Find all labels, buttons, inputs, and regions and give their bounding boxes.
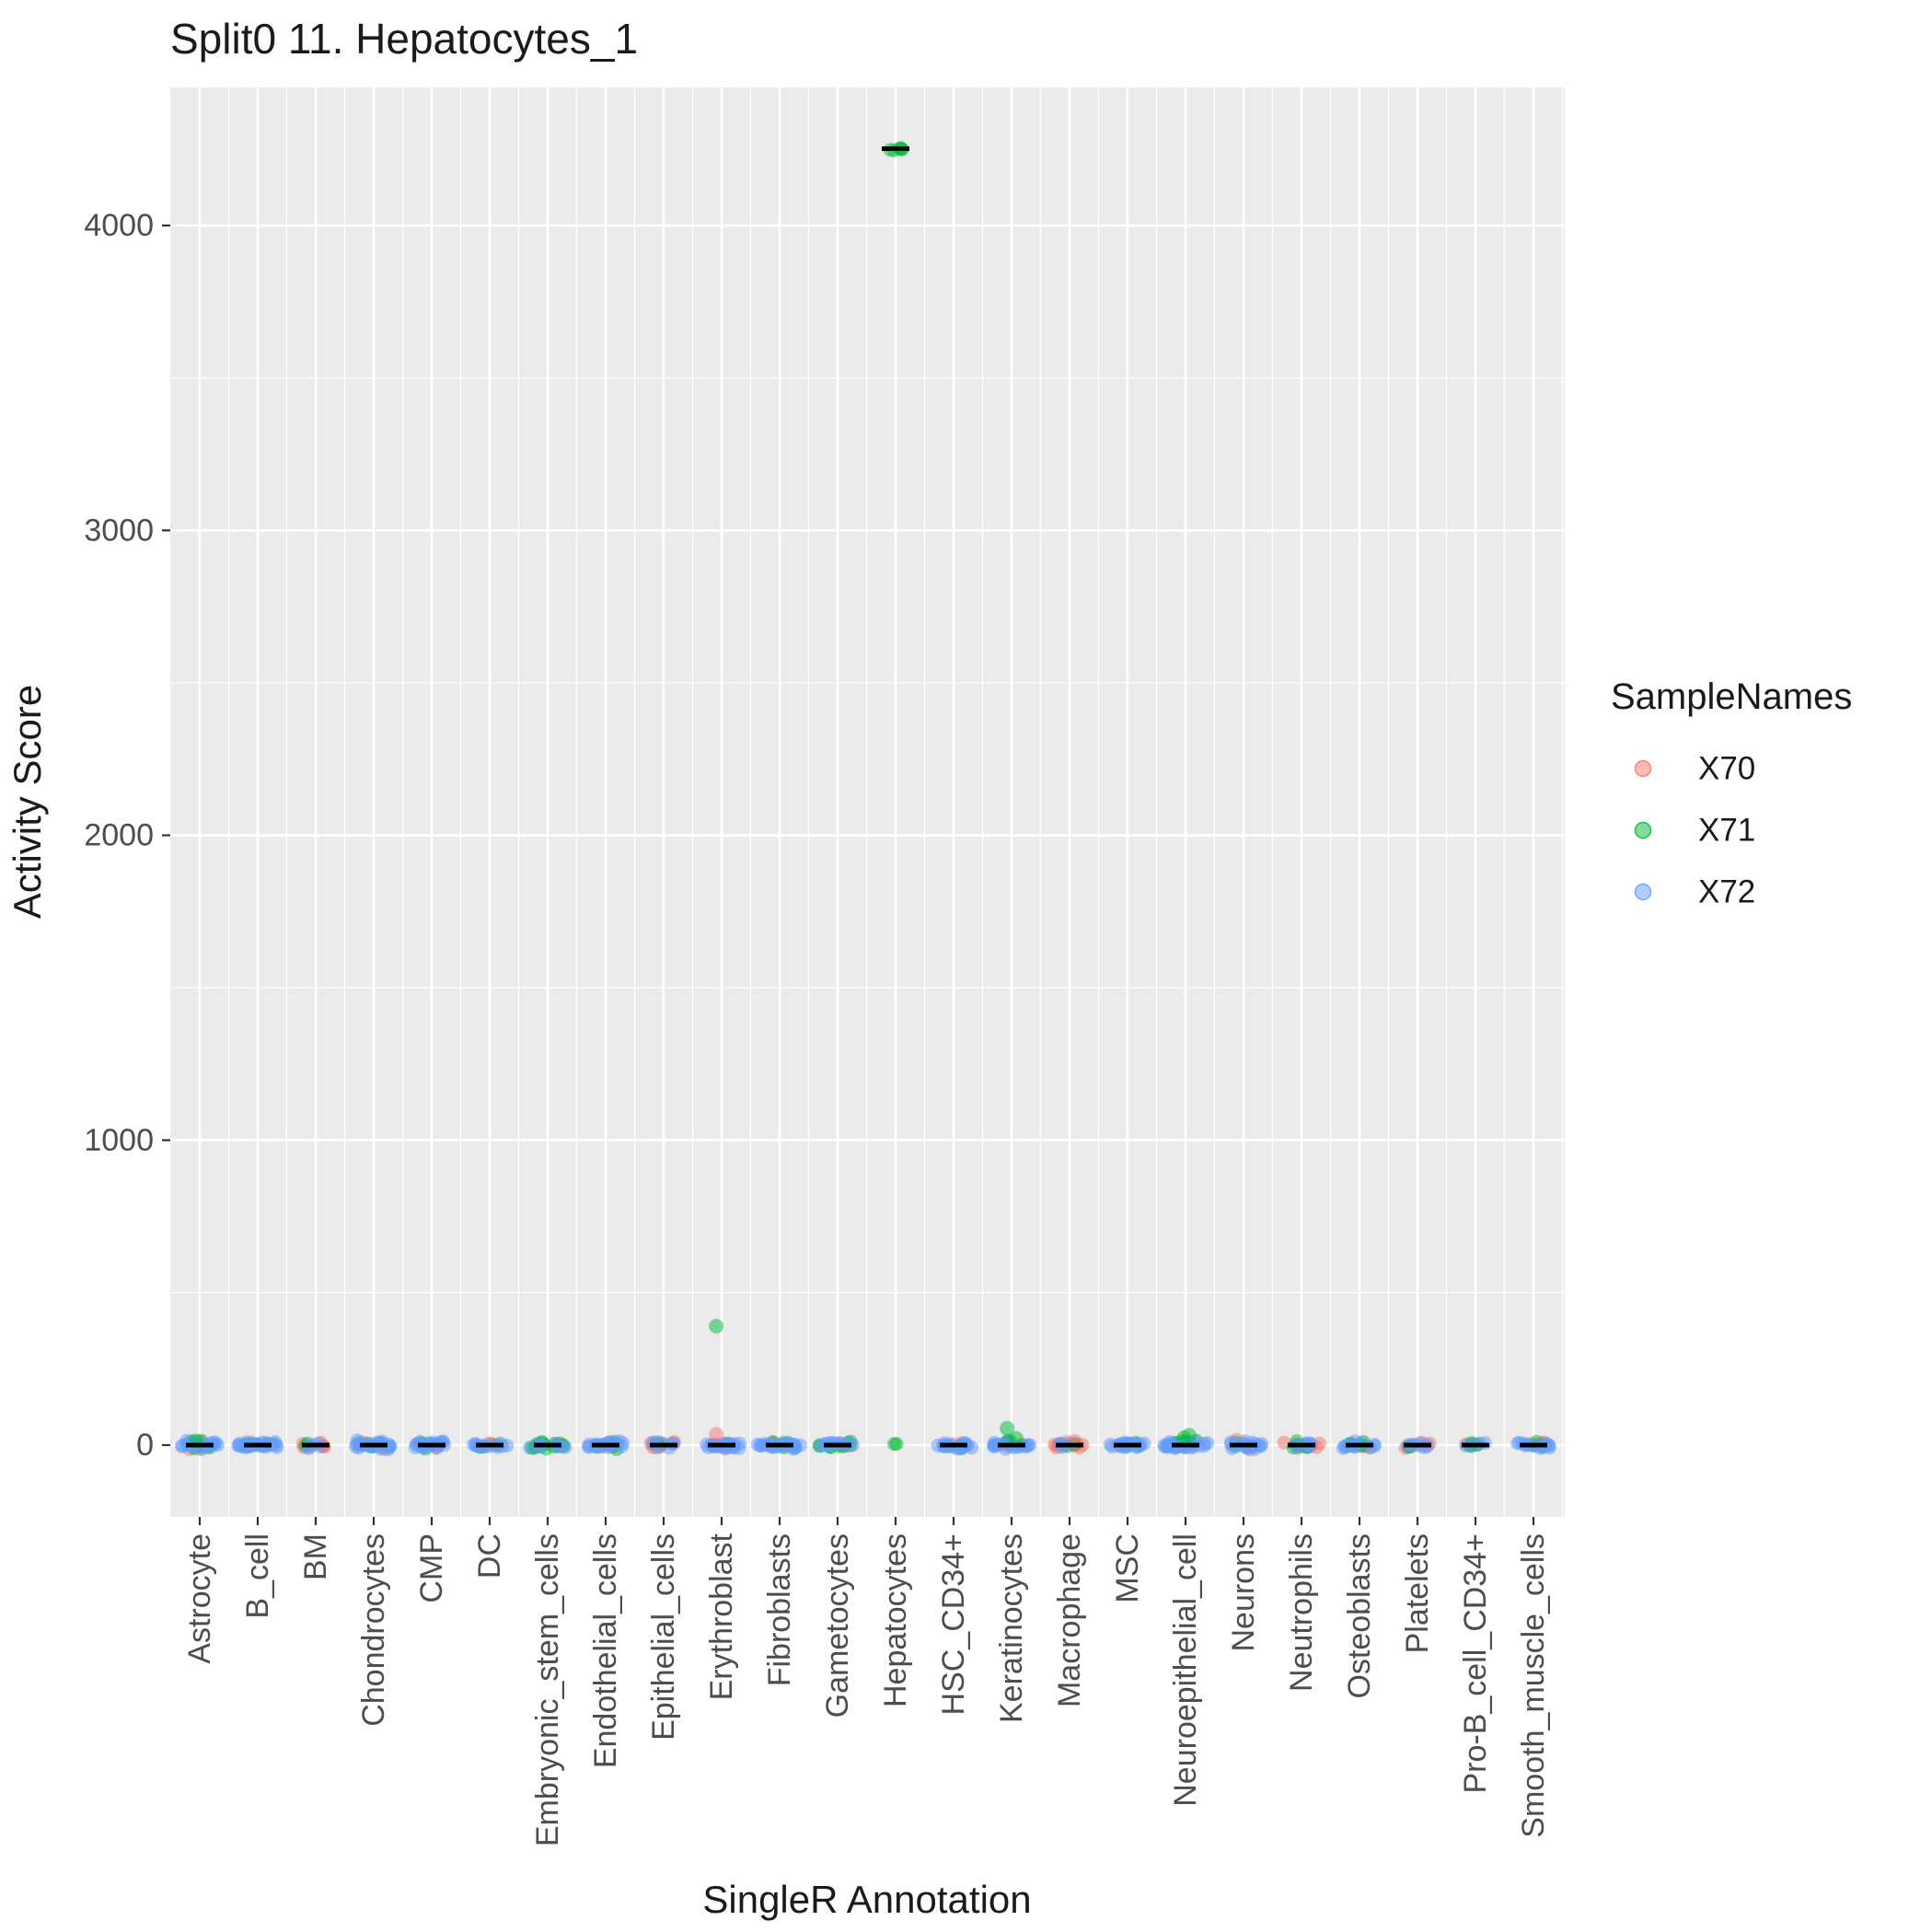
- median-bar: [592, 1442, 619, 1448]
- point-X72: [211, 1438, 225, 1452]
- median-bar: [418, 1442, 445, 1448]
- point-X72: [1160, 1440, 1174, 1454]
- median-bar: [1404, 1442, 1431, 1448]
- median-bar: [940, 1442, 967, 1448]
- x-tick-label: Pro-B_cell_CD34+: [1458, 1533, 1493, 1794]
- gridlines-major: [170, 87, 1565, 1517]
- point-X72: [352, 1437, 366, 1452]
- median-bar: [766, 1442, 793, 1448]
- point-X72: [1023, 1438, 1037, 1452]
- x-tick-label: Osteoblasts: [1342, 1533, 1377, 1699]
- median-bar: [534, 1442, 561, 1448]
- legend-key-X70: [1634, 759, 1652, 778]
- x-tick-label: Gametocytes: [820, 1533, 855, 1718]
- x-tick-label: DC: [472, 1533, 507, 1579]
- point-X72: [1542, 1438, 1556, 1452]
- x-tick-label: Endothelial_cells: [588, 1533, 623, 1768]
- legend-label: X70: [1698, 751, 1755, 787]
- median-bar: [186, 1442, 214, 1448]
- median-bar: [302, 1442, 330, 1448]
- point-X72: [523, 1440, 538, 1455]
- x-tick-label: BM: [298, 1533, 333, 1580]
- legend-entry: X70: [1634, 751, 1755, 787]
- x-tick-label: Neurons: [1226, 1533, 1261, 1652]
- outlier-point-X70: [709, 1427, 724, 1442]
- median-bars-layer: [186, 146, 1547, 1448]
- median-bar: [998, 1442, 1025, 1448]
- legend-title: SampleNames: [1611, 677, 1852, 717]
- y-axis: 0 1000 2000 3000 4000: [84, 208, 170, 1463]
- x-tick-label: Fibroblasts: [762, 1533, 797, 1686]
- point-X72: [232, 1438, 247, 1452]
- median-bar: [1520, 1442, 1547, 1448]
- point-X72: [1255, 1437, 1269, 1452]
- x-tick-label: Smooth_muscle_cells: [1516, 1533, 1551, 1838]
- x-tick-label: Neutrophils: [1284, 1533, 1319, 1692]
- median-bar: [650, 1442, 677, 1448]
- gridlines-minor: [170, 87, 1565, 1517]
- outlier-point-X71: [1176, 1430, 1192, 1445]
- plot-panel-background: [170, 87, 1565, 1517]
- median-bar: [1230, 1442, 1257, 1448]
- y-tick-label: 3000: [84, 513, 154, 548]
- median-bar: [1056, 1442, 1083, 1448]
- median-bar: [476, 1442, 503, 1448]
- x-tick-label: Macrophage: [1052, 1533, 1087, 1707]
- x-tick-label: CMP: [414, 1533, 449, 1603]
- point-X72: [500, 1439, 515, 1453]
- x-tick-label: MSC: [1110, 1533, 1145, 1603]
- legend: SampleNames X70 X71 X72: [1611, 677, 1852, 910]
- x-tick-label: Neuroepithelial_cell: [1168, 1533, 1203, 1807]
- legend-label: X72: [1698, 874, 1755, 910]
- point-X72: [700, 1437, 714, 1452]
- x-tick-label: Platelets: [1400, 1533, 1435, 1653]
- x-tick-label: Erythroblast: [704, 1533, 739, 1700]
- median-bar: [1462, 1442, 1489, 1448]
- median-bar: [708, 1442, 735, 1448]
- x-tick-label: Embryonic_stem_cells: [530, 1533, 565, 1846]
- legend-entry: X72: [1634, 874, 1755, 910]
- y-tick-label: 0: [136, 1428, 154, 1463]
- median-bar: [360, 1442, 388, 1448]
- point-X72: [1197, 1437, 1212, 1452]
- chart-title: Split0 11. Hepatocytes_1: [170, 15, 638, 63]
- point-X71: [889, 1437, 904, 1452]
- point-X72: [931, 1438, 945, 1452]
- legend-entry: X71: [1634, 813, 1755, 849]
- y-tick-label: 1000: [84, 1123, 154, 1158]
- point-X72: [754, 1438, 769, 1452]
- median-bar: [244, 1442, 272, 1448]
- x-axis-title: SingleR Annotation: [702, 1878, 1031, 1921]
- outlier-point-X71: [1008, 1430, 1024, 1446]
- x-axis: Astrocyte B_cell BM Chondrocytes CMP DC Embryo…: [182, 1517, 1551, 1846]
- y-axis-title: Activity Score: [6, 685, 49, 919]
- legend-key-X72: [1634, 883, 1652, 901]
- legend-label: X71: [1698, 813, 1755, 849]
- x-tick-label: HSC_CD34+: [936, 1533, 971, 1715]
- x-tick-label: Chondrocytes: [356, 1533, 391, 1727]
- point-X72: [793, 1438, 807, 1452]
- legend-key-X71: [1634, 821, 1652, 839]
- point-X72: [988, 1438, 1002, 1452]
- median-bar: [824, 1442, 851, 1448]
- x-tick-label: Astrocyte: [182, 1533, 217, 1664]
- y-tick-label: 4000: [84, 208, 154, 243]
- median-bar: [882, 146, 909, 152]
- legend-entries: X70 X71 X72: [1634, 751, 1755, 910]
- x-tick-label: B_cell: [240, 1533, 275, 1619]
- median-bar: [1172, 1442, 1199, 1448]
- outlier-point-X71: [709, 1318, 724, 1334]
- x-tick-label: Hepatocytes: [878, 1533, 913, 1707]
- median-bar: [1288, 1442, 1315, 1448]
- x-tick-label: Keratinocytes: [994, 1533, 1029, 1723]
- outlier-point-X71: [1000, 1420, 1015, 1436]
- median-bar: [1346, 1442, 1373, 1448]
- point-X72: [1367, 1439, 1382, 1453]
- y-tick-label: 2000: [84, 818, 154, 853]
- x-tick-label: Epithelial_cells: [646, 1533, 681, 1741]
- median-bar: [1114, 1442, 1141, 1448]
